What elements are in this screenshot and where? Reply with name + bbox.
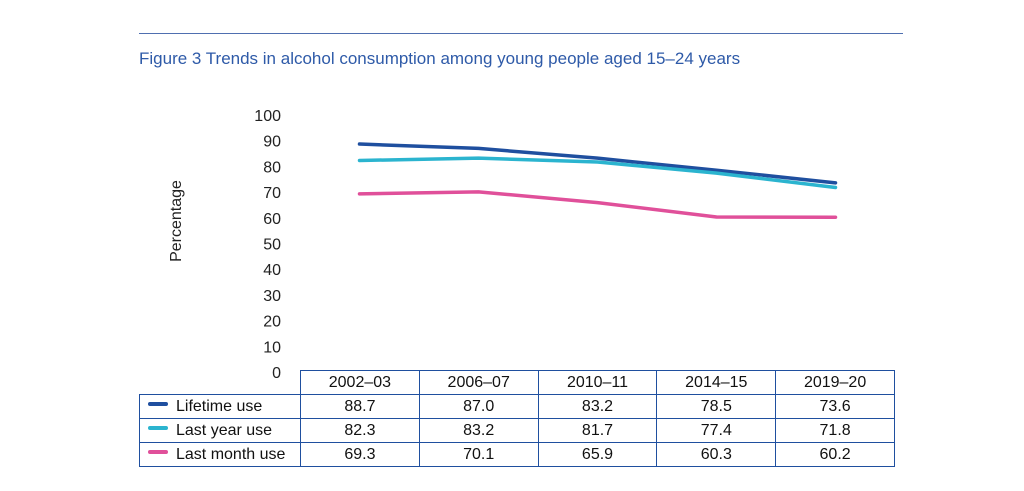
legend-swatch — [148, 450, 168, 455]
category-header: 2014–15 — [656, 370, 777, 395]
y-tick-label: 30 — [263, 288, 281, 305]
series-line-1 — [357, 156, 838, 190]
y-tick-label: 80 — [263, 159, 281, 176]
data-value-cell: 87.0 — [418, 394, 539, 419]
category-header: 2019–20 — [775, 370, 895, 395]
category-header: 2010–11 — [537, 370, 658, 395]
table-row: Last month use 69.3 70.1 65.9 60.3 60.2 — [139, 442, 895, 467]
data-value-cell: 70.1 — [418, 442, 539, 467]
data-value-cell: 60.3 — [656, 442, 777, 467]
data-value-cell: 65.9 — [537, 442, 658, 467]
table-corner — [139, 370, 301, 395]
data-table: 2002–03 2006–07 2010–11 2014–15 2019–20 Life… — [139, 370, 895, 467]
data-value-cell: 77.4 — [656, 418, 777, 443]
series-line-0 — [357, 142, 838, 185]
y-axis-label: Percentage — [168, 180, 185, 262]
table-header-row: 2002–03 2006–07 2010–11 2014–15 2019–20 — [139, 370, 895, 395]
data-value-cell: 81.7 — [537, 418, 658, 443]
data-value-cell: 88.7 — [300, 394, 420, 419]
y-tick-label: 100 — [254, 108, 281, 125]
y-tick-label: 60 — [263, 211, 281, 228]
series-lines — [357, 142, 838, 220]
y-tick-label: 40 — [263, 262, 281, 279]
table-row: Lifetime use 88.7 87.0 83.2 78.5 73.6 — [139, 394, 895, 419]
table-row: Last year use 82.3 83.2 81.7 77.4 71.8 — [139, 418, 895, 443]
y-tick-label: 70 — [263, 185, 281, 202]
y-tick-label: 20 — [263, 314, 281, 331]
top-rule — [139, 33, 903, 34]
category-header: 2002–03 — [300, 370, 420, 395]
legend-swatch — [148, 426, 168, 431]
series-name: Last year use — [176, 421, 273, 439]
legend-entry: Lifetime use — [139, 394, 301, 419]
data-value-cell: 78.5 — [656, 394, 777, 419]
legend-entry: Last month use — [139, 442, 301, 467]
y-tick-label: 10 — [263, 339, 281, 356]
series-name: Lifetime use — [176, 397, 263, 415]
data-value-cell: 82.3 — [300, 418, 420, 443]
legend-swatch — [148, 402, 168, 407]
data-value-cell: 71.8 — [775, 418, 895, 443]
series-line-2 — [357, 190, 838, 220]
data-value-cell: 69.3 — [300, 442, 420, 467]
data-value-cell: 73.6 — [775, 394, 895, 419]
data-value-cell: 83.2 — [537, 394, 658, 419]
figure-title: Figure 3 Trends in alcohol consumption a… — [139, 49, 741, 68]
data-value-cell: 60.2 — [775, 442, 895, 467]
y-tick-label: 90 — [263, 134, 281, 151]
y-tick-label: 50 — [263, 237, 281, 254]
legend-entry: Last year use — [139, 418, 301, 443]
series-name: Last month use — [176, 445, 286, 463]
data-value-cell: 83.2 — [418, 418, 539, 443]
category-header: 2006–07 — [418, 370, 539, 395]
table-body: Lifetime use 88.7 87.0 83.2 78.5 73.6 Last yea… — [139, 394, 895, 467]
